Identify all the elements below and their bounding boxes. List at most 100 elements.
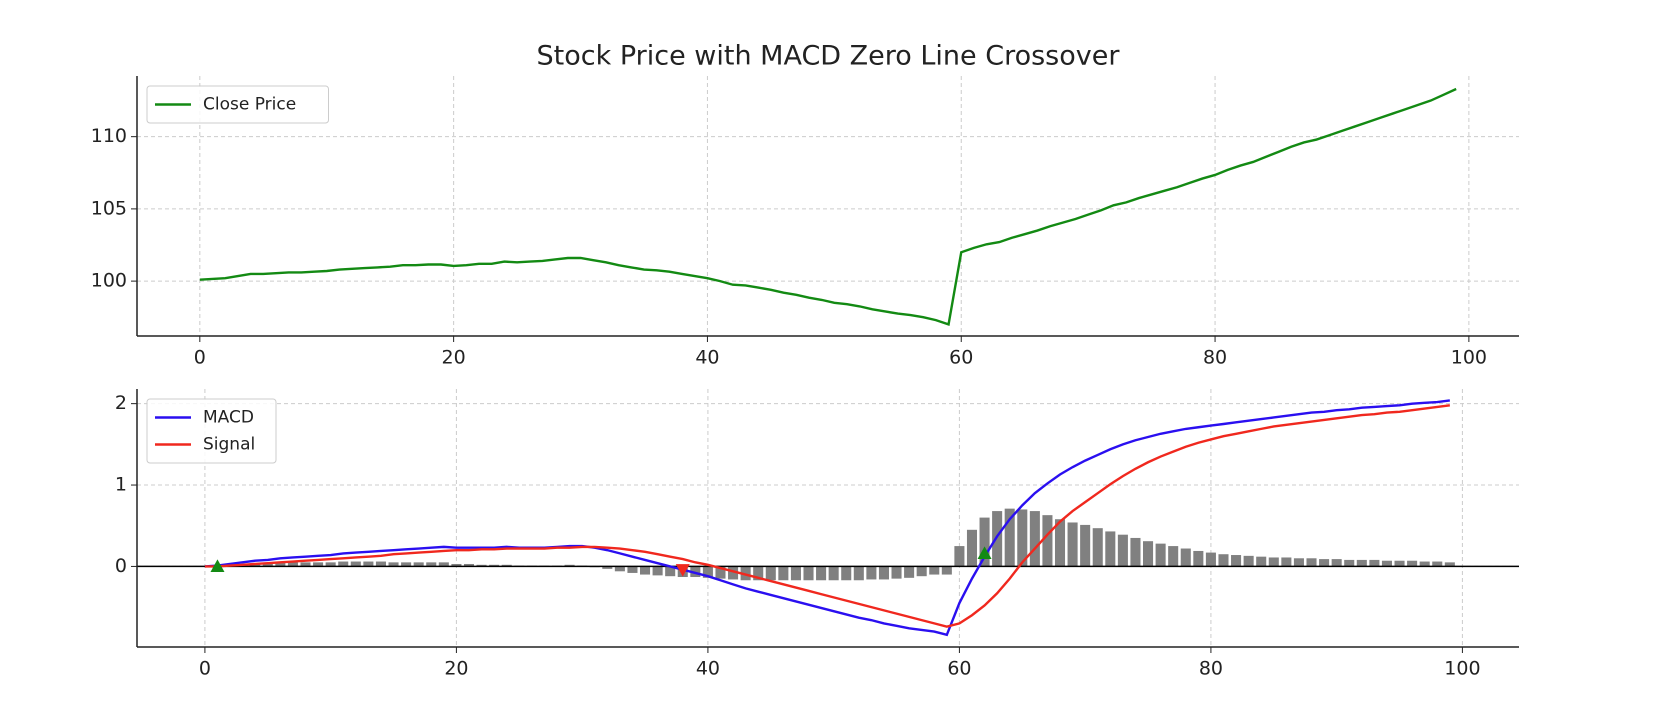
legend-box [146, 398, 277, 464]
histogram-bar [1281, 557, 1292, 567]
histogram-bar [1143, 541, 1154, 567]
histogram-bar [1407, 560, 1418, 567]
histogram-bar [803, 566, 814, 581]
histogram-bar [1168, 546, 1179, 567]
y-tick-label: 105 [91, 197, 127, 219]
histogram-bar [904, 566, 915, 578]
histogram-bar [878, 566, 889, 580]
histogram-bar [1419, 561, 1430, 567]
x-tick-label: 80 [1203, 347, 1227, 369]
histogram-bar [1004, 508, 1015, 567]
x-tick-label: 60 [949, 347, 973, 369]
histogram-bar [1080, 524, 1091, 567]
histogram-bar [426, 562, 437, 567]
histogram-bar [652, 566, 663, 576]
histogram-bar [1256, 556, 1267, 567]
histogram-bar [1268, 557, 1279, 567]
histogram-bar [1394, 560, 1405, 567]
histogram-bar [640, 566, 651, 575]
histogram-bar [1105, 531, 1116, 567]
histogram-bar [1218, 554, 1229, 567]
histogram-bar [1193, 550, 1204, 567]
histogram-bar [1029, 511, 1040, 567]
histogram-bar [1180, 548, 1191, 567]
legend-label: Close Price [203, 95, 296, 115]
histogram-bar [338, 561, 349, 567]
histogram-bar [765, 566, 776, 581]
histogram-bar [1444, 562, 1455, 567]
histogram-bar [929, 566, 940, 575]
legend-label: MACD [203, 408, 254, 428]
series-line [199, 87, 1457, 327]
histogram-bar [489, 564, 500, 567]
histogram-bar [916, 566, 927, 577]
histogram-bar [853, 566, 864, 581]
y-tick-label: 2 [115, 392, 127, 414]
histogram-bar [1092, 528, 1103, 567]
histogram-bar [1319, 559, 1330, 567]
x-tick-label: 0 [194, 347, 206, 369]
histogram-bar [476, 564, 487, 567]
histogram-bar [1205, 552, 1216, 567]
histogram-bar [1130, 537, 1141, 567]
y-tick-label: 100 [91, 270, 127, 292]
histogram-bar [350, 561, 361, 567]
x-tick-label: 60 [947, 658, 971, 680]
histogram-bar [1381, 560, 1392, 567]
y-tick-label: 0 [115, 555, 127, 577]
histogram-bar [1369, 559, 1380, 567]
histogram-bar [866, 566, 877, 580]
histogram-bar [275, 562, 286, 567]
histogram-bar [966, 529, 978, 567]
series-line [204, 404, 1450, 628]
histogram-bar [665, 566, 676, 577]
y-tick-label: 1 [115, 474, 127, 496]
x-tick-label: 20 [444, 658, 468, 680]
histogram-bar [753, 566, 764, 581]
x-tick-label: 0 [199, 658, 211, 680]
x-tick-label: 40 [696, 658, 720, 680]
histogram-bar [451, 563, 462, 567]
histogram-bar [602, 566, 613, 569]
histogram-bar [816, 566, 827, 581]
x-tick-label: 100 [1444, 658, 1480, 680]
histogram-bar [841, 566, 852, 581]
histogram-bar [388, 562, 399, 567]
histogram-bar [614, 566, 625, 572]
histogram-bar [1432, 561, 1443, 567]
histogram-bar [325, 562, 336, 567]
histogram-bar [1356, 559, 1367, 567]
histogram-bar [313, 562, 324, 567]
histogram-bar [564, 564, 575, 567]
histogram-bar [1067, 522, 1078, 567]
histogram-bar [1117, 534, 1128, 567]
x-tick-label: 20 [442, 347, 466, 369]
histogram-bar [1054, 519, 1066, 567]
buy-marker [977, 546, 992, 560]
histogram-bar [300, 562, 311, 567]
histogram-bar [287, 562, 298, 567]
chart-title: Stock Price with MACD Zero Line Crossove… [537, 41, 1121, 72]
histogram-bar [891, 566, 902, 579]
series-line [204, 399, 1450, 637]
histogram-bar [401, 562, 412, 567]
histogram-bar [1331, 559, 1342, 567]
histogram-bar [501, 564, 512, 567]
y-tick-label: 110 [91, 125, 127, 147]
histogram-bar [627, 566, 638, 573]
histogram-bar [941, 566, 952, 575]
sell-marker [675, 564, 690, 577]
histogram-bar [1155, 543, 1166, 567]
histogram-bar [992, 511, 1003, 567]
x-tick-label: 40 [695, 347, 719, 369]
histogram-bar [413, 562, 424, 567]
x-tick-label: 80 [1199, 658, 1223, 680]
histogram-bar [1243, 555, 1254, 567]
histogram-bar [463, 563, 475, 567]
histogram-bar [262, 563, 273, 567]
histogram-bar [728, 566, 739, 580]
legend-label: Signal [203, 435, 255, 455]
histogram-bar [715, 566, 726, 579]
histogram-bar [1017, 509, 1028, 567]
